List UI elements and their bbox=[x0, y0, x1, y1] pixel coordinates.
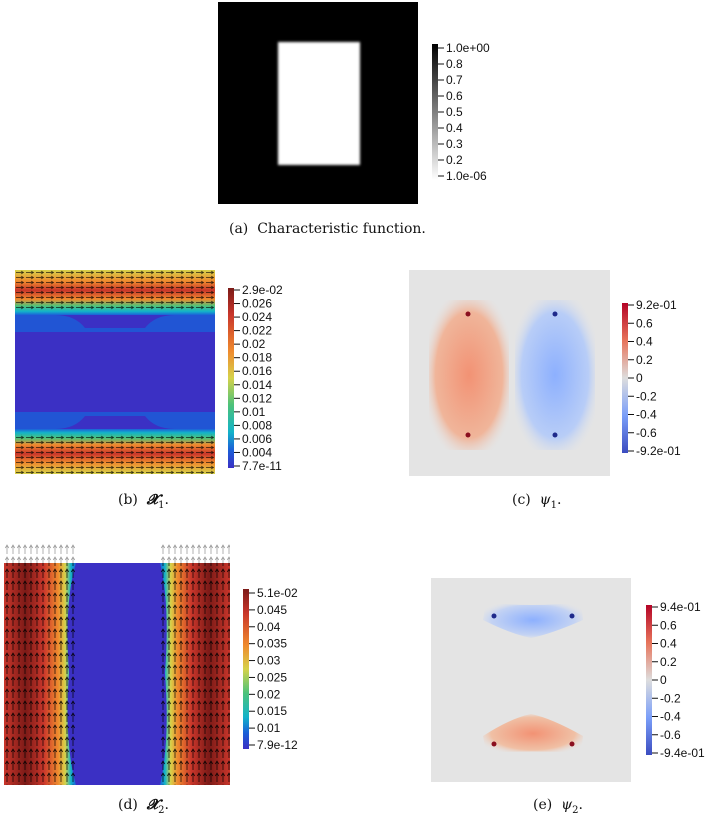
colorbar-c-label: 0 bbox=[636, 371, 643, 385]
caption-e: (e) ψ2. bbox=[533, 797, 583, 816]
colorbar-a-label: 0.6 bbox=[446, 89, 463, 103]
colorbar-e-label: 0.4 bbox=[660, 637, 677, 651]
colorbar-e bbox=[646, 605, 652, 755]
caption-e-tail: . bbox=[578, 797, 583, 813]
inclusion-region bbox=[278, 42, 360, 165]
colorbar-e-label: -9.4e-01 bbox=[660, 746, 705, 760]
colorbar-b-label: 0.004 bbox=[242, 445, 272, 459]
colorbar-a-label: 1.0e+00 bbox=[446, 41, 490, 55]
caption-a: (a) Characteristic function. bbox=[229, 221, 426, 237]
colorbar-e-label: 0.2 bbox=[660, 655, 677, 669]
colorbar-e-label: 0.6 bbox=[660, 618, 677, 632]
field-c-negative-region bbox=[515, 300, 595, 450]
colorbar-e-label: 0 bbox=[660, 673, 667, 687]
caption-c-tail: . bbox=[557, 492, 562, 508]
caption-c-symbol: ψ bbox=[539, 492, 551, 508]
colorbar-b-label: 0.014 bbox=[242, 378, 272, 392]
colorbar-e-label: 9.4e-01 bbox=[660, 600, 701, 614]
field-b-bottom-arrows bbox=[15, 434, 215, 474]
colorbar-c-label: -0.6 bbox=[636, 426, 657, 440]
colorbar-c-label: 0.2 bbox=[636, 353, 653, 367]
panel-a-characteristic-function: 1.0e+00 0.8 0.7 0.6 0.5 0.4 0.3 0.2 1.0e-06 bbox=[218, 2, 518, 211]
colorbar-e-label: -0.2 bbox=[660, 691, 681, 705]
field-c-positive-region bbox=[429, 300, 509, 450]
caption-c-sub: 1 bbox=[550, 499, 558, 511]
colorbar-d-label: 0.015 bbox=[257, 704, 287, 718]
caption-d-symbol: 𝓧 bbox=[146, 797, 159, 813]
field-e-positive-region bbox=[483, 714, 583, 753]
colorbar-d-label: 0.03 bbox=[257, 654, 281, 668]
caption-e-label: (e) bbox=[533, 797, 553, 813]
colorbar-b-label: 0.026 bbox=[242, 297, 272, 311]
colorbar-c-label: 0.4 bbox=[636, 335, 653, 349]
field-b-top-arrows bbox=[15, 270, 215, 310]
colorbar-b-label: 0.022 bbox=[242, 324, 272, 338]
colorbar-c-label: -9.2e-01 bbox=[636, 444, 681, 458]
colorbar-b-label: 0.008 bbox=[242, 418, 272, 432]
colorbar-c-label: 0.6 bbox=[636, 316, 653, 330]
colorbar-c-label: -0.4 bbox=[636, 408, 657, 422]
colorbar-d bbox=[243, 589, 249, 749]
panel-c-psi1: 9.2e-01 0.6 0.4 0.2 0 -0.2 -0.4 -0.6 -9.2e-01 bbox=[409, 270, 709, 484]
panel-e-psi2: 9.4e-01 0.6 0.4 0.2 0 -0.2 -0.4 -0.6 -9.4e-01 bbox=[431, 578, 721, 792]
caption-b-sub: 1 bbox=[158, 499, 165, 511]
caption-e-sub: 2 bbox=[572, 804, 579, 816]
caption-d-sub: 2 bbox=[158, 804, 165, 816]
colorbar-b-label: 2.9e-02 bbox=[242, 283, 283, 297]
caption-c: (c) ψ1. bbox=[512, 492, 561, 511]
colorbar-d-label: 7.9e-12 bbox=[257, 738, 298, 752]
colorbar-b-label: 7.7e-11 bbox=[242, 459, 282, 473]
caption-b-label: (b) bbox=[118, 492, 138, 508]
colorbar-a-label: 1.0e-06 bbox=[446, 169, 487, 183]
colorbar-d-label: 0.02 bbox=[257, 687, 281, 701]
colorbar-d-label: 0.025 bbox=[257, 670, 287, 684]
panel-d-x2: 5.1e-02 0.045 0.04 0.035 0.03 0.025 0.02 0.015 0… bbox=[4, 543, 324, 792]
caption-d-tail: . bbox=[164, 797, 169, 813]
caption-e-symbol: ψ bbox=[561, 797, 573, 813]
caption-d-label: (d) bbox=[118, 797, 138, 813]
field-e-negative-region bbox=[483, 602, 583, 638]
panel-b-figure: 2.9e-020.0260.0240.0220.020.0180.0160.01… bbox=[15, 270, 283, 474]
colorbar-b-label: 0.02 bbox=[242, 337, 266, 351]
caption-b-tail: . bbox=[164, 492, 169, 508]
colorbar-e-label: -0.6 bbox=[660, 728, 681, 742]
colorbar-b-label: 0.012 bbox=[242, 391, 272, 405]
colorbar-a-label: 0.7 bbox=[446, 73, 463, 87]
colorbar-a-label: 0.3 bbox=[446, 137, 463, 151]
colorbar-e-label: -0.4 bbox=[660, 710, 681, 724]
caption-d: (d) 𝓧2. bbox=[118, 797, 169, 816]
colorbar-d-label: 0.035 bbox=[257, 637, 287, 651]
colorbar-b-label: 0.01 bbox=[242, 405, 266, 419]
colorbar-b-label: 0.024 bbox=[242, 310, 272, 324]
colorbar-d-label: 0.045 bbox=[257, 603, 287, 617]
caption-a-label: (a) bbox=[229, 221, 249, 237]
colorbar-a-label: 0.2 bbox=[446, 153, 463, 167]
colorbar-c-label: -0.2 bbox=[636, 389, 657, 403]
panel-e-figure: 9.4e-01 0.6 0.4 0.2 0 -0.2 -0.4 -0.6 -9.4e-01 bbox=[431, 578, 705, 782]
colorbar-c bbox=[622, 303, 628, 453]
colorbar-b-label: 0.018 bbox=[242, 351, 272, 365]
panel-c-figure: 9.2e-01 0.6 0.4 0.2 0 -0.2 -0.4 -0.6 -9.2e-01 bbox=[409, 270, 681, 476]
caption-a-text: Characteristic function. bbox=[257, 221, 426, 237]
colorbar-d-label: 5.1e-02 bbox=[257, 586, 298, 600]
panel-d-figure: 5.1e-02 0.045 0.04 0.035 0.03 0.025 0.02 0.015 0… bbox=[4, 543, 298, 785]
colorbar-a-label: 0.5 bbox=[446, 105, 463, 119]
colorbar-a-label: 0.8 bbox=[446, 57, 463, 71]
colorbar-c-label: 9.2e-01 bbox=[636, 298, 677, 312]
colorbar-b bbox=[228, 288, 234, 468]
colorbar-b-label: 0.016 bbox=[242, 364, 272, 378]
colorbar-d-label: 0.01 bbox=[257, 721, 281, 735]
caption-c-label: (c) bbox=[512, 492, 531, 508]
colorbar-b-label: 0.006 bbox=[242, 432, 272, 446]
panel-b-x1: 2.9e-02 0.026 0.024 0.022 0.02 0.018 0.016 0.01… bbox=[15, 270, 315, 484]
caption-b: (b) 𝓧1. bbox=[118, 492, 169, 511]
colorbar-d-label: 0.04 bbox=[257, 620, 281, 634]
panel-a-figure: 1.0e+00 0.8 0.7 0.6 0.5 0.4 0.3 0.2 1.0e-06 bbox=[218, 2, 490, 204]
colorbar-a bbox=[432, 44, 438, 180]
colorbar-a-label: 0.4 bbox=[446, 121, 463, 135]
caption-b-symbol: 𝓧 bbox=[146, 492, 159, 508]
